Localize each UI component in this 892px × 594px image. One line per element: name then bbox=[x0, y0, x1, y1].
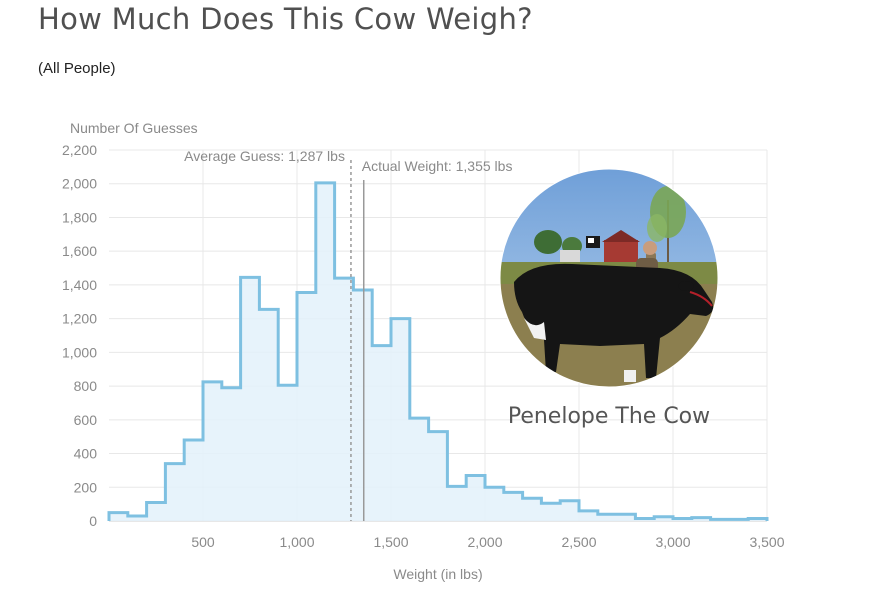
y-tick-label: 1,200 bbox=[62, 311, 97, 327]
cow-caption: Penelope The Cow bbox=[508, 404, 710, 429]
y-tick-label: 800 bbox=[74, 378, 98, 394]
histogram-outline bbox=[107, 181, 769, 521]
y-tick-label: 1,000 bbox=[62, 344, 97, 360]
chart-subtitle: (All People) bbox=[38, 60, 116, 77]
x-tick-label: 1,000 bbox=[279, 534, 314, 550]
x-axis-ticks: 500 1,000 1,500 2,000 2,500 3,000 3,500 bbox=[191, 534, 784, 550]
y-tick-label: 1,400 bbox=[62, 277, 97, 293]
x-tick-label: 3,500 bbox=[749, 534, 784, 550]
cow-photo bbox=[499, 168, 719, 388]
x-tick-label: 2,500 bbox=[561, 534, 596, 550]
actual-weight-label: Actual Weight: 1,355 lbs bbox=[362, 158, 513, 174]
y-axis-ticks: 0 200 400 600 800 1,000 1,200 1,400 1,600 1,800 2,… bbox=[62, 142, 97, 529]
y-tick-label: 600 bbox=[74, 412, 98, 428]
x-tick-label: 1,500 bbox=[373, 534, 408, 550]
y-tick-label: 0 bbox=[89, 513, 97, 529]
y-tick-label: 1,600 bbox=[62, 243, 97, 259]
y-tick-label: 400 bbox=[74, 446, 98, 462]
y-tick-label: 1,800 bbox=[62, 209, 97, 225]
x-tick-label: 500 bbox=[191, 534, 215, 550]
x-tick-label: 3,000 bbox=[655, 534, 690, 550]
reference-lines: Average Guess: 1,287 lbs Actual Weight: 1… bbox=[184, 148, 512, 521]
y-tick-label: 2,200 bbox=[62, 142, 97, 158]
y-tick-label: 200 bbox=[74, 479, 98, 495]
y-axis-label: Number Of Guesses bbox=[70, 120, 198, 136]
histogram-area bbox=[109, 182, 767, 521]
x-axis-label: Weight (in lbs) bbox=[393, 566, 482, 582]
y-tick-label: 2,000 bbox=[62, 176, 97, 192]
average-guess-label: Average Guess: 1,287 lbs bbox=[184, 148, 345, 164]
chart-title: How Much Does This Cow Weigh? bbox=[38, 2, 533, 36]
x-tick-label: 2,000 bbox=[467, 534, 502, 550]
